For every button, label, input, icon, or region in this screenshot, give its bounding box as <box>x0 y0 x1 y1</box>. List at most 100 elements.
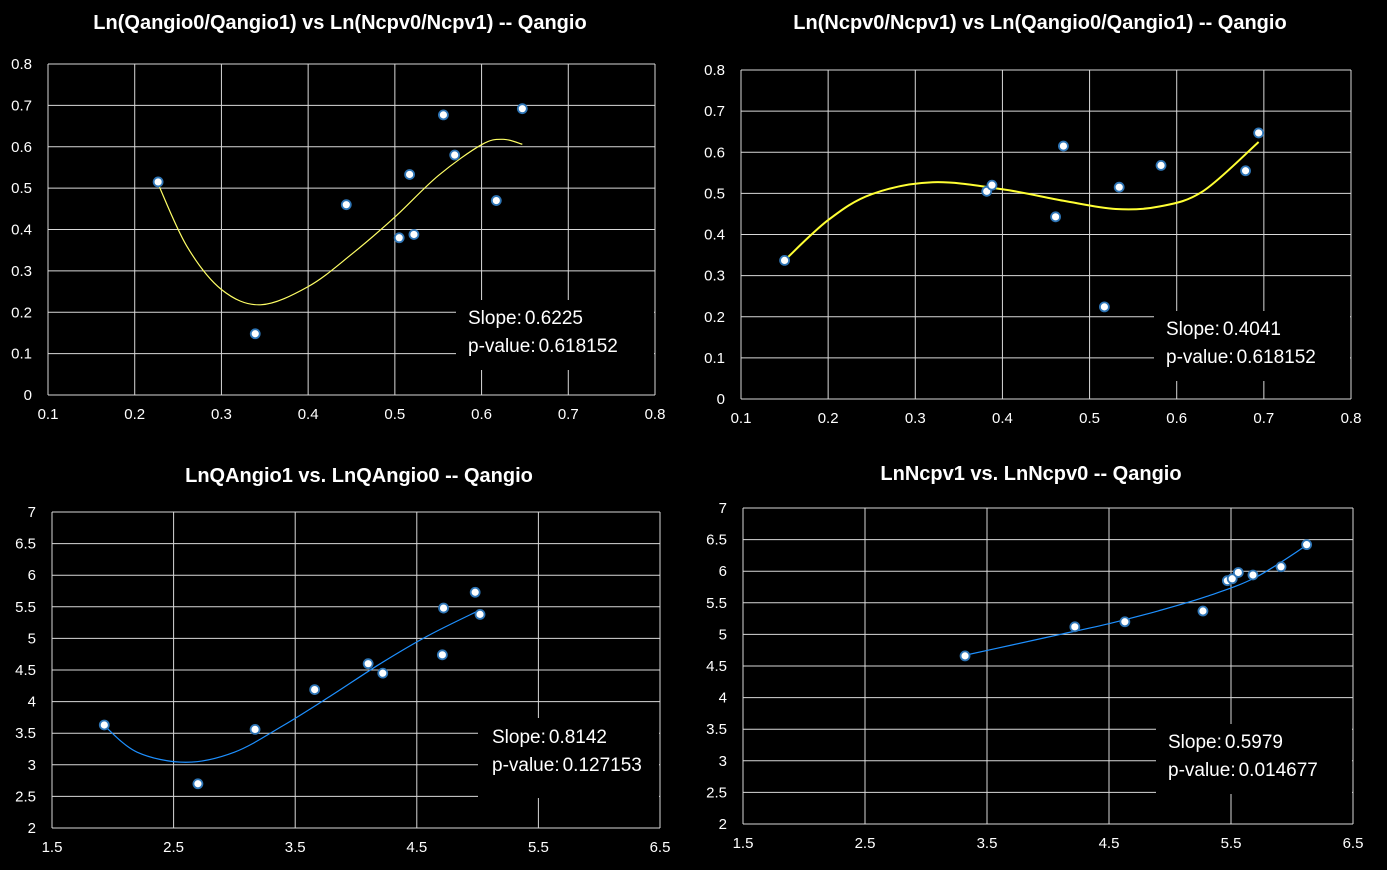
y-tick-label: 3.5 <box>15 725 36 742</box>
data-point <box>959 650 971 662</box>
pvalue-value: 0.127153 <box>563 755 642 776</box>
y-tick-label: 2 <box>28 820 36 837</box>
data-point <box>1119 616 1131 628</box>
data-point <box>1058 140 1069 152</box>
pvalue-label: p-value: <box>1168 760 1236 781</box>
data-point <box>1113 181 1125 193</box>
x-tick-label: 0.2 <box>818 410 839 427</box>
data-point <box>469 586 481 598</box>
y-tick-label: 0 <box>717 391 725 408</box>
y-tick-label: 6 <box>719 563 727 580</box>
y-tick-label: 0.6 <box>704 144 725 161</box>
slope-text: Slope: 0.4041 <box>1166 319 1281 340</box>
data-point <box>1253 127 1265 139</box>
data-point <box>474 608 486 620</box>
x-tick-label: 0.5 <box>1079 410 1100 427</box>
data-point <box>249 724 261 735</box>
y-tick-label: 5.5 <box>15 599 36 616</box>
trendline <box>964 544 1307 656</box>
x-tick-label: 0.8 <box>1341 410 1362 427</box>
data-point <box>152 176 164 188</box>
slope-label: Slope: <box>492 727 546 748</box>
data-point <box>1301 539 1313 551</box>
pvalue-value: 0.618152 <box>1237 347 1316 368</box>
slope-value: 0.5979 <box>1225 732 1283 753</box>
y-tick-label: 3.5 <box>706 721 727 738</box>
x-tick-label: 6.5 <box>650 839 671 856</box>
y-tick-label: 0 <box>24 387 32 404</box>
y-tick-label: 3 <box>719 753 727 770</box>
slope-label: Slope: <box>1168 732 1222 753</box>
x-tick-label: 5.5 <box>528 839 549 856</box>
data-point <box>490 195 502 206</box>
data-point <box>438 602 449 614</box>
pvalue-label: p-value: <box>468 336 536 357</box>
chart-panel-1: Ln(Qangio0/Qangio1) vs Ln(Ncpv0/Ncpv1) -… <box>11 12 665 423</box>
data-point <box>1226 573 1238 585</box>
x-tick-label: 0.3 <box>211 406 232 423</box>
data-point <box>438 109 449 121</box>
x-tick-label: 2.5 <box>855 835 876 852</box>
y-tick-label: 0.7 <box>704 103 725 120</box>
trendline <box>103 609 481 763</box>
chart-panel-2: Ln(Ncpv0/Ncpv1) vs Ln(Qangio0/Qangio1) -… <box>704 12 1361 427</box>
pvalue-value: 0.618152 <box>539 336 618 357</box>
pvalue-label: p-value: <box>492 755 560 776</box>
data-point <box>1275 561 1287 573</box>
data-point <box>516 103 528 115</box>
y-tick-label: 5 <box>28 630 36 647</box>
slope-text: Slope: 0.8142 <box>492 727 607 748</box>
stats-box <box>1156 724 1352 794</box>
stats-box <box>456 300 654 370</box>
y-tick-label: 0.8 <box>11 56 32 73</box>
y-tick-label: 4.5 <box>15 662 36 679</box>
x-tick-label: 3.5 <box>285 839 306 856</box>
chart-title: LnQAngio1 vs. LnQAngio0 -- Qangio <box>185 465 533 487</box>
data-point <box>1197 605 1209 617</box>
data-point <box>1232 567 1244 578</box>
y-tick-label: 7 <box>28 504 36 521</box>
y-tick-label: 0.4 <box>11 222 32 239</box>
y-tick-label: 0.3 <box>704 268 725 285</box>
y-tick-label: 0.1 <box>11 346 32 363</box>
stats-box <box>478 718 659 798</box>
data-point <box>249 328 261 340</box>
data-point <box>449 149 461 161</box>
data-point <box>340 199 352 211</box>
slope-value: 0.6225 <box>525 308 583 329</box>
y-tick-label: 6.5 <box>706 532 727 549</box>
x-tick-label: 1.5 <box>42 839 63 856</box>
chart-panel-4: LnNcpv1 vs. LnNcpv0 -- Qangio 1.5 2.5 3.5 4.… <box>706 463 1363 852</box>
data-point <box>377 667 389 679</box>
y-tick-label: 2.5 <box>15 788 36 805</box>
pvalue-text: p-value: 0.618152 <box>1166 347 1316 368</box>
data-point <box>362 658 374 670</box>
y-tick-label: 6 <box>28 567 36 584</box>
pvalue-text: p-value: 0.127153 <box>492 755 642 776</box>
x-tick-label: 5.5 <box>1221 835 1242 852</box>
y-tick-label: 0.4 <box>704 227 725 244</box>
y-tick-label: 2.5 <box>706 784 727 801</box>
y-tick-label: 4.5 <box>706 658 727 675</box>
data-point <box>1155 160 1167 171</box>
x-tick-label: 0.6 <box>1166 410 1187 427</box>
y-tick-label: 0.8 <box>704 62 725 79</box>
data-point <box>1247 569 1259 581</box>
y-tick-label: 0.6 <box>11 139 32 156</box>
y-tick-label: 2 <box>719 816 727 833</box>
chart-title: Ln(Ncpv0/Ncpv1) vs Ln(Qangio0/Qangio1) -… <box>793 12 1286 34</box>
data-point <box>986 179 998 191</box>
x-tick-label: 0.4 <box>992 410 1013 427</box>
slope-value: 0.4041 <box>1223 319 1281 340</box>
data-point <box>309 684 321 695</box>
y-tick-label: 4 <box>28 694 36 711</box>
data-point <box>1069 621 1081 633</box>
y-tick-label: 0.2 <box>704 309 725 326</box>
data-point <box>1098 301 1110 313</box>
x-tick-label: 0.8 <box>645 406 666 423</box>
x-tick-label: 0.1 <box>38 406 59 423</box>
y-tick-label: 0.3 <box>11 263 32 280</box>
y-tick-label: 7 <box>719 500 727 517</box>
y-tick-label: 6.5 <box>15 536 36 553</box>
